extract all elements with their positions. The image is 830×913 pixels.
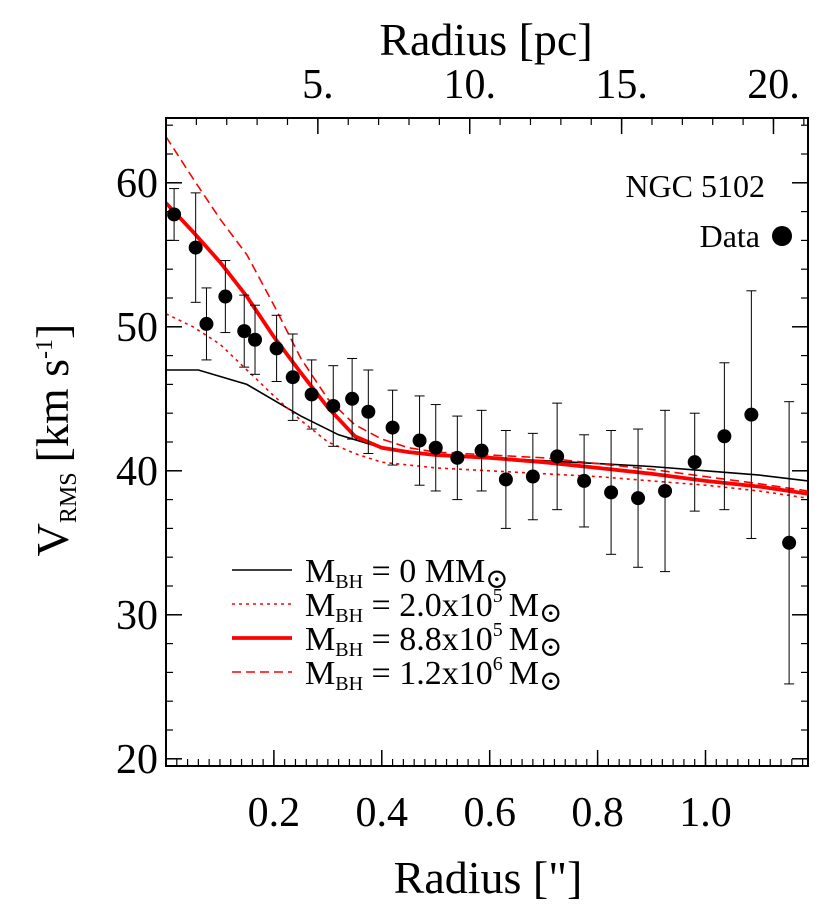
data-point: [474, 443, 489, 458]
data-point: [687, 455, 702, 470]
data-point: [412, 433, 427, 448]
data-point: [237, 324, 252, 339]
data-point: [604, 485, 619, 500]
data-point: [188, 240, 203, 255]
data-point: [744, 407, 759, 422]
data-point: [285, 370, 300, 385]
data-point: [345, 391, 360, 406]
legend-label-2: MBH = 8.8x105 M⊙: [305, 619, 562, 663]
data-point: [498, 472, 513, 487]
sun-symbol: ⊙: [539, 598, 562, 629]
y-axis-title-close: ]: [27, 324, 78, 339]
model-line-1: [166, 313, 808, 499]
y-tick-label: 50: [116, 305, 158, 351]
data-point: [218, 289, 233, 304]
data-point: [361, 404, 376, 419]
x2-axis-title: Radius [pc]: [379, 14, 592, 65]
x2-tick-label: 20.: [747, 62, 800, 108]
model-line-2: [166, 201, 808, 496]
legend-label-3: MBH = 1.2x106 M⊙: [305, 653, 562, 697]
model-line-0: [166, 369, 808, 482]
y-axis-title: VRMS [km s-1]: [27, 324, 82, 557]
y-axis-title-unit: [km s: [27, 359, 78, 463]
y-axis-title-sub: RMS: [56, 472, 82, 523]
data-point: [167, 207, 182, 222]
y-tick-label: 30: [116, 593, 158, 639]
legend-label-0: MBH = 0 MM⊙: [305, 553, 509, 595]
data-point: [450, 450, 465, 465]
data-point: [577, 473, 592, 488]
data-point: [525, 469, 540, 484]
data-point: [385, 420, 400, 435]
data-legend-label: Data: [700, 218, 760, 254]
data-legend-marker: [772, 226, 792, 246]
data-point: [717, 429, 732, 444]
x-tick-label: 0.6: [463, 790, 516, 836]
y-axis-title-exp: -1: [32, 339, 58, 359]
x2-tick-label: 15.: [595, 62, 648, 108]
y-tick-label: 60: [116, 161, 158, 207]
data-point: [326, 399, 341, 413]
data-point: [269, 341, 284, 356]
x-tick-label: 0.2: [248, 790, 301, 836]
x2-tick-label: 5.: [302, 62, 334, 108]
x-tick-label: 0.4: [356, 790, 409, 836]
data-point: [782, 535, 797, 550]
x-tick-label: 1.0: [679, 790, 732, 836]
y-tick-label: 40: [116, 449, 158, 495]
y-axis-title-main: V: [27, 523, 78, 556]
data-point: [658, 483, 673, 498]
data-point: [550, 449, 565, 464]
chart-annotation: NGC 5102: [625, 168, 765, 204]
x-tick-label: 0.8: [571, 790, 624, 836]
data-point: [428, 440, 443, 455]
x-axis-title: Radius ["]: [394, 852, 583, 903]
sun-symbol: ⊙: [485, 564, 508, 595]
y-tick-label: 20: [116, 737, 158, 783]
data-point: [304, 387, 319, 402]
data-point: [248, 332, 263, 347]
data-point: [631, 491, 646, 506]
sun-symbol: ⊙: [539, 666, 562, 697]
sun-symbol: ⊙: [539, 632, 562, 663]
data-point: [199, 316, 214, 331]
legend-label-1: MBH = 2.0x105 M⊙: [305, 585, 562, 629]
x2-tick-label: 10.: [443, 62, 496, 108]
